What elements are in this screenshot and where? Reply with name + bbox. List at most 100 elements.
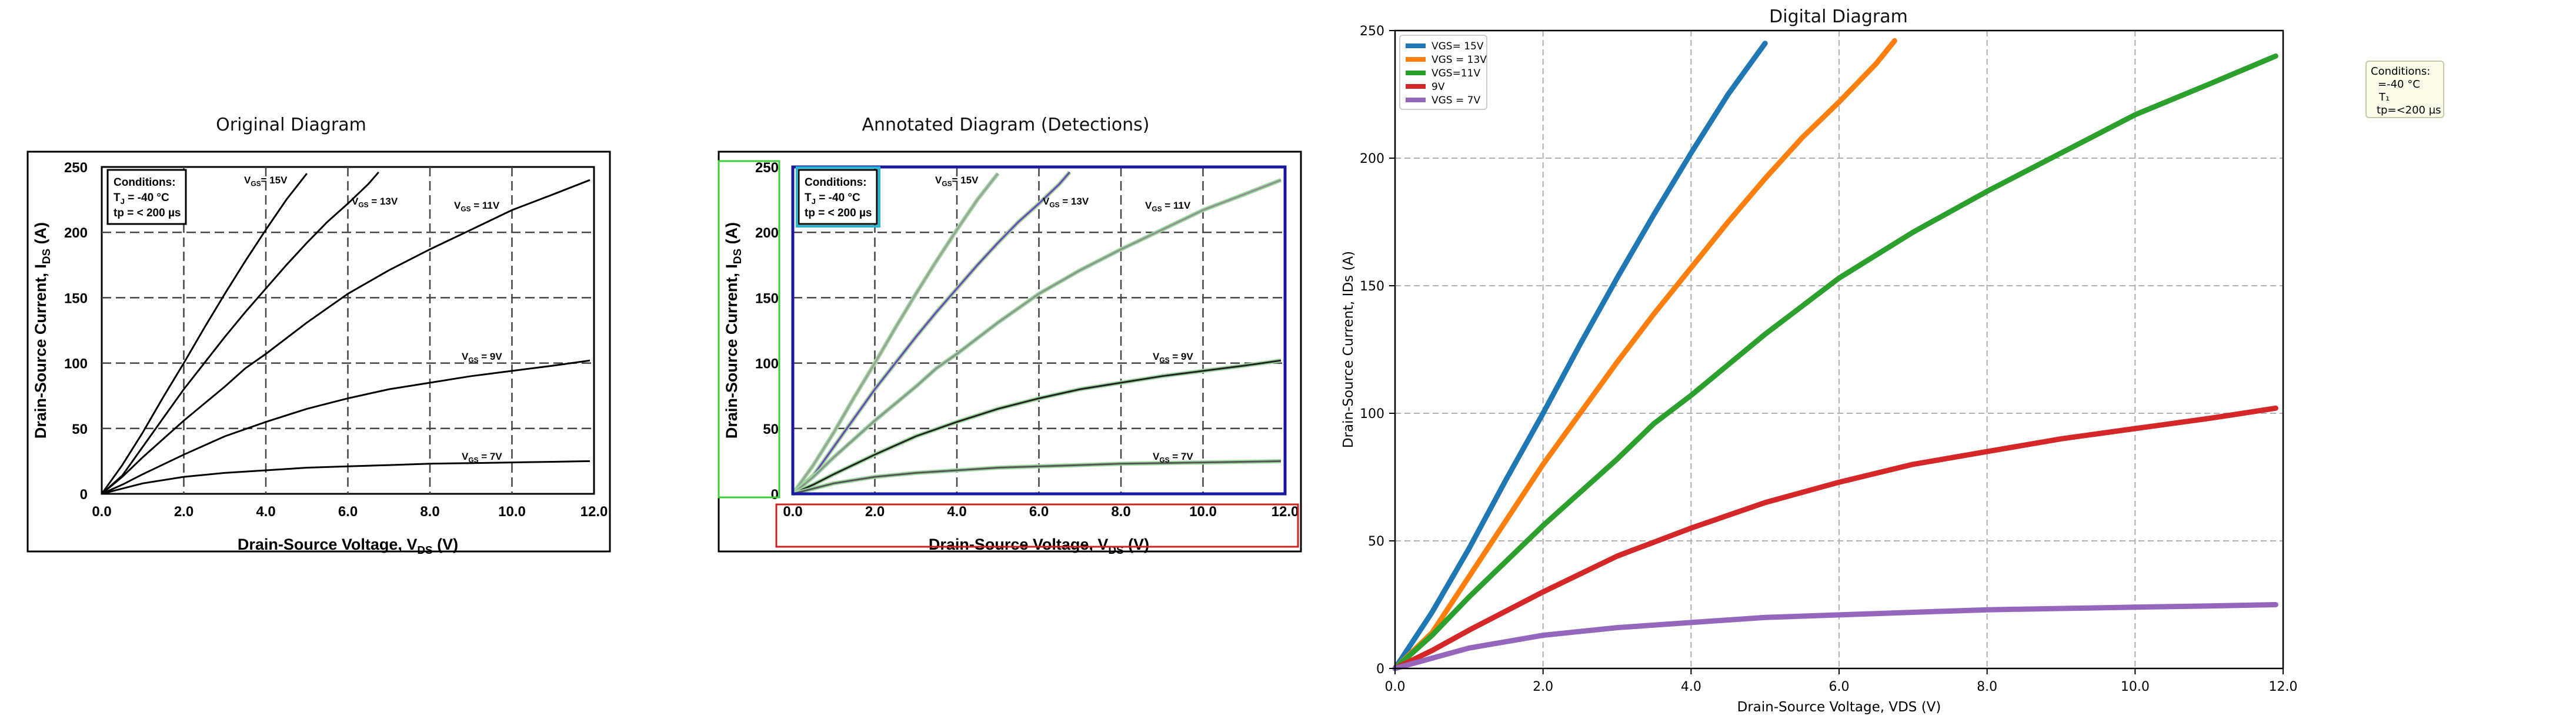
legend-frame <box>1399 35 1487 110</box>
conditions-annotation-line: T₁ <box>2378 91 2390 103</box>
series-line <box>1392 53 2278 671</box>
x-axis-title: Drain-Source Voltage, VDS (V) <box>1737 700 1941 715</box>
conditions-annotation-line: =-40 °C <box>2378 78 2420 91</box>
curve-line <box>101 359 590 495</box>
conditions-temperature: TJ = -40 °C <box>805 192 860 206</box>
y-tick-label: 50 <box>763 422 779 437</box>
y-tick-label: 0 <box>771 487 779 503</box>
x-tick-label: 2.0 <box>865 504 885 520</box>
curve-line <box>792 179 1282 495</box>
legend-label: VGS= 15V <box>1432 41 1484 52</box>
y-tick-label: 100 <box>1360 407 1384 422</box>
y-tick-label: 250 <box>1360 24 1384 39</box>
curve-label: VGS = 11V <box>454 200 500 213</box>
conditions-frame <box>106 169 187 225</box>
y-tick-label: 150 <box>64 290 88 306</box>
series-line <box>1392 602 2278 671</box>
curve-line <box>101 171 379 495</box>
curve-line <box>792 460 1282 495</box>
y-tick-label: 250 <box>755 160 779 176</box>
curve-label: VGS = 9V <box>462 351 502 364</box>
conditions-title: Conditions: <box>805 176 867 189</box>
x-tick-label: 6.0 <box>1829 680 1850 694</box>
x-tick-label: 10.0 <box>1189 504 1217 520</box>
curve-line <box>101 460 590 495</box>
y-tick-label: 200 <box>64 225 88 241</box>
y-tick-label: 200 <box>755 225 779 241</box>
legend-label: VGS = 13V <box>1432 54 1487 66</box>
y-tick-label: 100 <box>64 356 88 372</box>
curve-label: VGS = 9V <box>1153 351 1193 364</box>
legend-label: VGS=11V <box>1432 68 1480 79</box>
conditions-annotation-line: Conditions: <box>2371 65 2430 78</box>
curve-label: VGS = 11V <box>1145 200 1191 213</box>
legend: VGS= 15V VGS = 13V VGS=11V 9V VGS = 7V <box>1399 35 1487 110</box>
y-tick-label: 0 <box>1376 662 1384 677</box>
original-panel-title: Original Diagram <box>216 115 366 135</box>
y-tick-label: 250 <box>64 160 88 176</box>
conditions-annotation-frame <box>2365 61 2444 118</box>
conditions-pulse: tp = < 200 µs <box>114 207 181 219</box>
series-line <box>1392 41 1768 671</box>
detection-box-conditions <box>796 166 880 228</box>
y-tick-label: 0 <box>80 487 88 503</box>
curve-label: VGS= 15V <box>244 175 288 188</box>
curve-line <box>101 179 590 495</box>
curve-line <box>792 359 1282 495</box>
annotated-panel-title: Annotated Diagram (Detections) <box>862 115 1150 135</box>
conditions-pulse: tp = < 200 µs <box>805 207 872 219</box>
y-axis-title: Drain-Source Current, IDS (A) <box>32 222 53 439</box>
x-tick-label: 12.0 <box>1272 504 1299 520</box>
detection-box-x-axis <box>775 503 1299 548</box>
y-tick-label: 150 <box>1360 279 1384 294</box>
x-tick-label: 10.0 <box>498 504 526 520</box>
curve-label: VGS= 15V <box>935 175 979 188</box>
y-tick-label: 50 <box>1368 534 1384 549</box>
x-tick-label: 6.0 <box>338 504 358 520</box>
digital-chart: 0.0 2.0 4.0 6.0 8.0 10.0 12.0 0 50 100 150 200 250 Dr… <box>1341 24 2444 715</box>
detection-box-plot-area <box>791 165 1287 496</box>
curve-label: VGS = 7V <box>1153 451 1193 464</box>
x-tick-label: 8.0 <box>420 504 439 520</box>
y-axis-title: Drain-Source Current, IDS (A) <box>723 222 744 439</box>
conditions-title: Conditions: <box>114 176 176 189</box>
y-axis-title: Drain-Source Current, IDs (A) <box>1341 251 1356 448</box>
curve-label: VGS = 7V <box>462 451 502 464</box>
x-tick-label: 2.0 <box>1533 680 1553 694</box>
x-tick-label: 12.0 <box>2269 680 2298 694</box>
x-tick-label: 8.0 <box>1977 680 1997 694</box>
x-tick-label: 6.0 <box>1029 504 1049 520</box>
conditions-box: Conditions: TJ = -40 °Ctp = < 200 µs <box>106 169 187 225</box>
conditions-box: Conditions: TJ = -40 °Ctp = < 200 µs <box>798 169 878 225</box>
conditions-temperature: TJ = -40 °C <box>114 192 169 206</box>
curve-line <box>792 171 1070 495</box>
x-tick-label: 10.0 <box>2121 680 2150 694</box>
x-tick-label: 0.0 <box>92 504 111 520</box>
detection-box-y-axis <box>718 160 780 499</box>
digital-panel-title: Digital Diagram <box>1769 6 1908 27</box>
conditions-annotation-line: tp=<200 µs <box>2377 104 2441 116</box>
x-tick-label: 0.0 <box>783 504 802 520</box>
x-tick-label: 4.0 <box>256 504 275 520</box>
legend-label: 9V <box>1432 81 1445 93</box>
y-tick-label: 200 <box>1360 152 1384 166</box>
x-tick-label: 8.0 <box>1111 504 1130 520</box>
x-tick-label: 4.0 <box>1681 680 1701 694</box>
annotated-diagram-image: 0.0 2.0 4.0 6.0 8.0 10.0 12.0 0 50 100 150 200 250 Dr… <box>718 151 1302 557</box>
x-tick-label: 0.0 <box>1385 680 1406 694</box>
x-tick-label: 2.0 <box>174 504 193 520</box>
series-line <box>1392 405 2278 671</box>
original-diagram-image: 0.0 2.0 4.0 6.0 8.0 10.0 12.0 0 50 100 150 200 250 Dr… <box>26 151 611 557</box>
y-tick-label: 50 <box>72 422 88 437</box>
x-axis-title: Drain-Source Voltage, VDS (V) <box>238 536 458 557</box>
y-tick-label: 100 <box>755 356 779 372</box>
curve-line <box>792 173 999 494</box>
curve-label: VGS = 13V <box>352 196 398 209</box>
x-tick-label: 4.0 <box>947 504 966 520</box>
curve-line <box>101 173 308 494</box>
x-axis-title: Drain-Source Voltage, VDS (V) <box>929 536 1149 557</box>
conditions-frame <box>798 169 878 225</box>
y-tick-label: 150 <box>755 290 779 306</box>
